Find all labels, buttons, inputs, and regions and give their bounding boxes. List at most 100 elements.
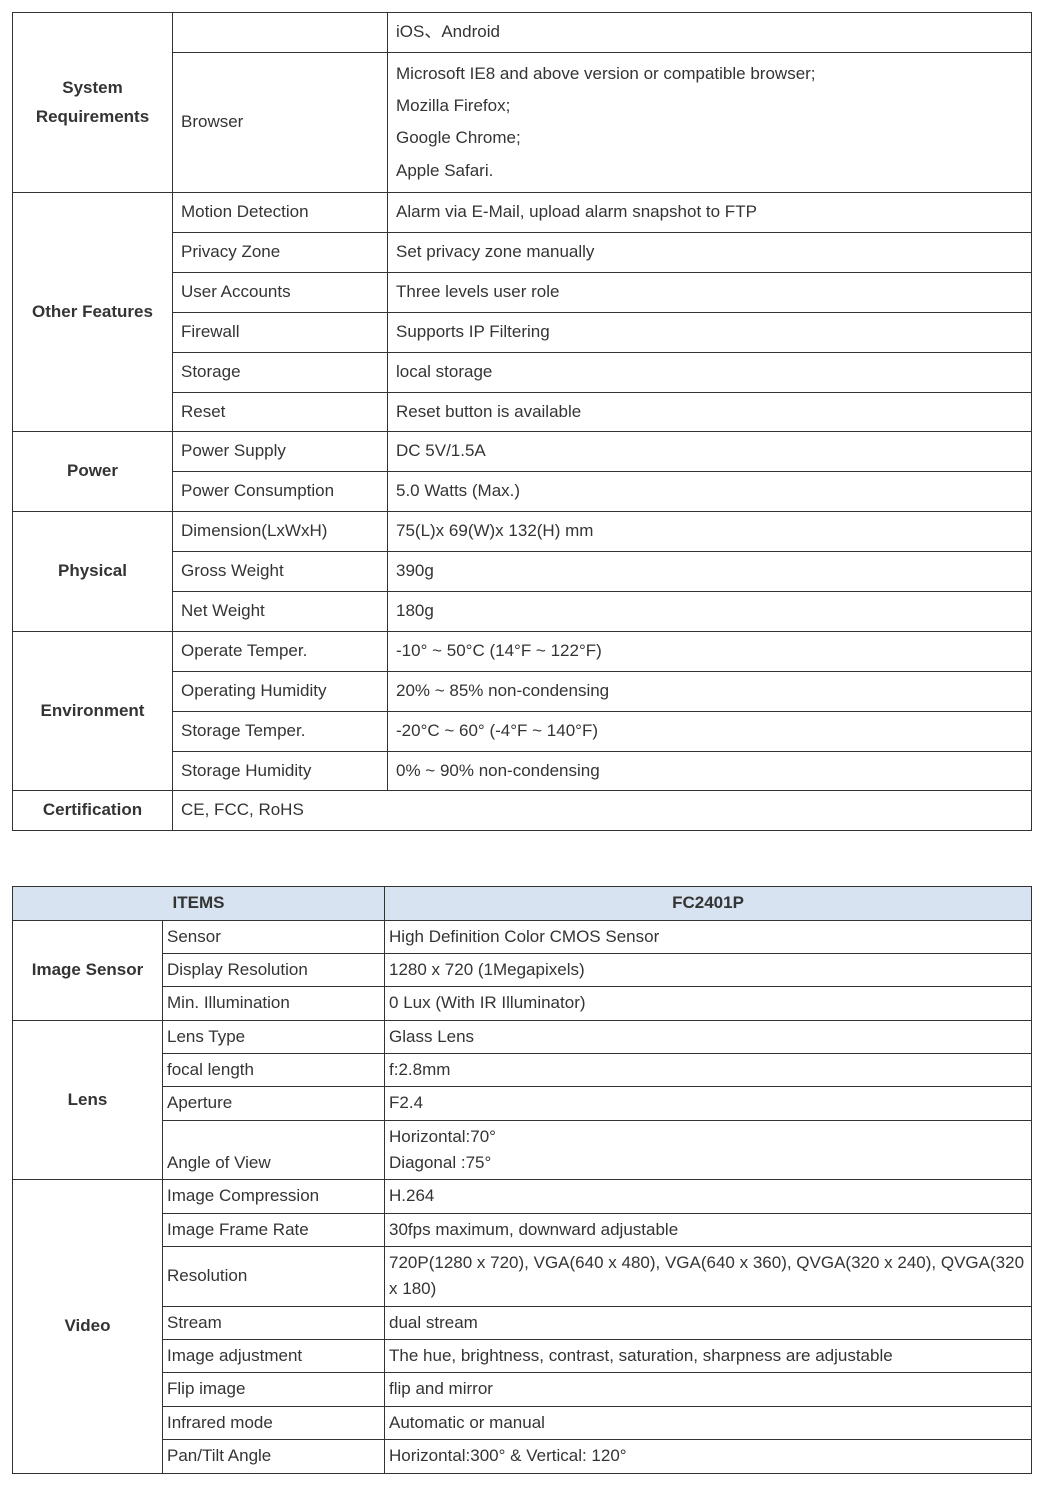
- value-cell: Microsoft IE8 and above version or compa…: [388, 52, 1032, 192]
- table-row: Environment Operate Temper. -10° ~ 50°C …: [13, 631, 1032, 671]
- label-cell: Angle of View: [163, 1120, 385, 1180]
- value-cell: iOS、Android: [388, 13, 1032, 53]
- value-cell: 1280 x 720 (1Megapixels): [385, 954, 1032, 987]
- label-cell: Privacy Zone: [173, 232, 388, 272]
- label-cell: Min. Illumination: [163, 987, 385, 1020]
- category-cell: Video: [13, 1180, 163, 1473]
- value-cell: Automatic or manual: [385, 1406, 1032, 1439]
- value-cell: DC 5V/1.5A: [388, 432, 1032, 472]
- value-cell: High Definition Color CMOS Sensor: [385, 920, 1032, 953]
- value-cell: 0% ~ 90% non-condensing: [388, 751, 1032, 791]
- category-cell: Other Features: [13, 193, 173, 432]
- table-row: System Requirements iOS、Android: [13, 13, 1032, 53]
- value-cell: dual stream: [385, 1306, 1032, 1339]
- label-cell: Storage: [173, 352, 388, 392]
- label-cell: Storage Humidity: [173, 751, 388, 791]
- category-cell: Environment: [13, 631, 173, 791]
- value-cell: H.264: [385, 1180, 1032, 1213]
- label-cell: Image Frame Rate: [163, 1213, 385, 1246]
- label-cell: User Accounts: [173, 272, 388, 312]
- value-cell: The hue, brightness, contrast, saturatio…: [385, 1340, 1032, 1373]
- label-cell: Pan/Tilt Angle: [163, 1440, 385, 1473]
- label-cell: Storage Temper.: [173, 711, 388, 751]
- table-row: Display Resolution1280 x 720 (1Megapixel…: [13, 954, 1032, 987]
- value-cell: 30fps maximum, downward adjustable: [385, 1213, 1032, 1246]
- category-cell: Certification: [13, 791, 173, 831]
- table-row: ApertureF2.4: [13, 1087, 1032, 1120]
- header-cell: FC2401P: [385, 887, 1032, 920]
- table-row: Certification CE, FCC, RoHS: [13, 791, 1032, 831]
- label-cell: Display Resolution: [163, 954, 385, 987]
- label-cell: Power Supply: [173, 432, 388, 472]
- label-cell: Aperture: [163, 1087, 385, 1120]
- table-row: Other Features Motion Detection Alarm vi…: [13, 193, 1032, 233]
- value-cell: 720P(1280 x 720), VGA(640 x 480), VGA(64…: [385, 1247, 1032, 1307]
- header-cell: ITEMS: [13, 887, 385, 920]
- label-cell: Reset: [173, 392, 388, 432]
- label-cell: Operating Humidity: [173, 671, 388, 711]
- category-cell: Lens: [13, 1020, 163, 1180]
- label-cell: Operate Temper.: [173, 631, 388, 671]
- value-cell: 20% ~ 85% non-condensing: [388, 671, 1032, 711]
- value-cell: Reset button is available: [388, 392, 1032, 432]
- label-cell: Sensor: [163, 920, 385, 953]
- label-cell: Firewall: [173, 312, 388, 352]
- category-cell: Image Sensor: [13, 920, 163, 1020]
- label-cell: Resolution: [163, 1247, 385, 1307]
- table-row: focal lengthf:2.8mm: [13, 1054, 1032, 1087]
- value-cell: 180g: [388, 591, 1032, 631]
- table-row: Power Power Supply DC 5V/1.5A: [13, 432, 1032, 472]
- table-row: Streamdual stream: [13, 1306, 1032, 1339]
- table-row: Min. Illumination0 Lux (With IR Illumina…: [13, 987, 1032, 1020]
- label-cell: Image adjustment: [163, 1340, 385, 1373]
- label-cell: Gross Weight: [173, 552, 388, 592]
- value-cell: 0 Lux (With IR Illuminator): [385, 987, 1032, 1020]
- value-cell: Horizontal:300° & Vertical: 120°: [385, 1440, 1032, 1473]
- value-cell: Alarm via E-Mail, upload alarm snapshot …: [388, 193, 1032, 233]
- label-cell: Infrared mode: [163, 1406, 385, 1439]
- label-cell: Motion Detection: [173, 193, 388, 233]
- value-cell: -20°C ~ 60° (-4°F ~ 140°F): [388, 711, 1032, 751]
- category-cell: Physical: [13, 512, 173, 632]
- label-cell: Flip image: [163, 1373, 385, 1406]
- header-row: ITEMS FC2401P: [13, 887, 1032, 920]
- category-cell: Power: [13, 432, 173, 512]
- value-cell: Three levels user role: [388, 272, 1032, 312]
- value-cell: Glass Lens: [385, 1020, 1032, 1053]
- value-cell: Set privacy zone manually: [388, 232, 1032, 272]
- label-cell: Image Compression: [163, 1180, 385, 1213]
- label-cell: Power Consumption: [173, 472, 388, 512]
- value-cell: 75(L)x 69(W)x 132(H) mm: [388, 512, 1032, 552]
- label-cell: Lens Type: [163, 1020, 385, 1053]
- table-row: Image Sensor Sensor High Definition Colo…: [13, 920, 1032, 953]
- table-row: Image Frame Rate30fps maximum, downward …: [13, 1213, 1032, 1246]
- value-cell: Horizontal:70° Diagonal :75°: [385, 1120, 1032, 1180]
- label-cell: Net Weight: [173, 591, 388, 631]
- spec-table-1: System Requirements iOS、Android Browser …: [12, 12, 1032, 831]
- value-cell: -10° ~ 50°C (14°F ~ 122°F): [388, 631, 1032, 671]
- table-row: Physical Dimension(LxWxH) 75(L)x 69(W)x …: [13, 512, 1032, 552]
- table-row: Flip imageflip and mirror: [13, 1373, 1032, 1406]
- value-cell: F2.4: [385, 1087, 1032, 1120]
- value-cell: CE, FCC, RoHS: [173, 791, 1032, 831]
- value-cell: Supports IP Filtering: [388, 312, 1032, 352]
- label-cell: Dimension(LxWxH): [173, 512, 388, 552]
- category-cell: System Requirements: [13, 13, 173, 193]
- value-cell: flip and mirror: [385, 1373, 1032, 1406]
- label-cell: Browser: [173, 52, 388, 192]
- table-row: Infrared modeAutomatic or manual: [13, 1406, 1032, 1439]
- table-row: Resolution720P(1280 x 720), VGA(640 x 48…: [13, 1247, 1032, 1307]
- label-cell: Stream: [163, 1306, 385, 1339]
- label-cell: [173, 13, 388, 53]
- table-row: Lens Lens Type Glass Lens: [13, 1020, 1032, 1053]
- label-cell: focal length: [163, 1054, 385, 1087]
- value-cell: 390g: [388, 552, 1032, 592]
- value-cell: f:2.8mm: [385, 1054, 1032, 1087]
- value-cell: 5.0 Watts (Max.): [388, 472, 1032, 512]
- value-cell: local storage: [388, 352, 1032, 392]
- table-row: Angle of ViewHorizontal:70° Diagonal :75…: [13, 1120, 1032, 1180]
- table-row: Image adjustmentThe hue, brightness, con…: [13, 1340, 1032, 1373]
- spec-table-2: ITEMS FC2401P Image Sensor Sensor High D…: [12, 886, 1032, 1473]
- table-row: Pan/Tilt AngleHorizontal:300° & Vertical…: [13, 1440, 1032, 1473]
- table-row: Video Image Compression H.264: [13, 1180, 1032, 1213]
